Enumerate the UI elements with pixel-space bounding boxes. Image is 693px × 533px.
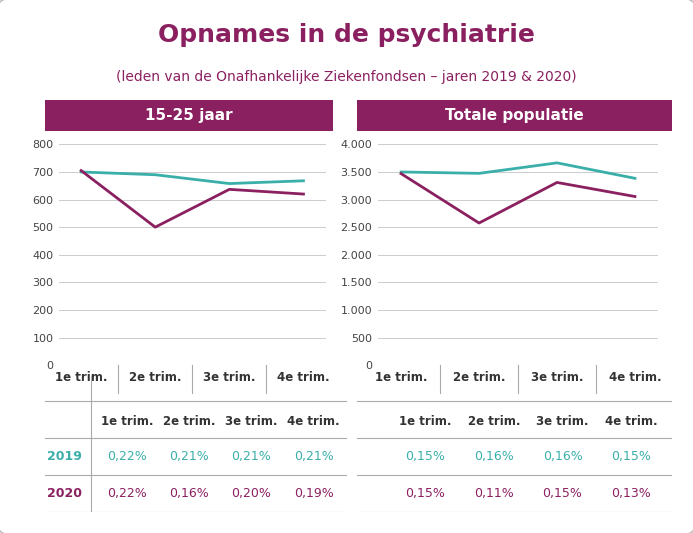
Text: 0,22%: 0,22%: [107, 450, 147, 463]
Text: 1e trim.: 1e trim.: [100, 415, 153, 427]
Text: 4e trim.: 4e trim.: [288, 415, 340, 427]
Text: 2e trim.: 2e trim.: [163, 415, 216, 427]
Text: 3e trim.: 3e trim.: [225, 415, 278, 427]
Text: Totale populatie: Totale populatie: [445, 108, 584, 123]
Text: 0,21%: 0,21%: [169, 450, 209, 463]
Text: 4e trim.: 4e trim.: [605, 415, 658, 427]
Text: 0,19%: 0,19%: [294, 487, 333, 500]
Text: 2e trim.: 2e trim.: [468, 415, 520, 427]
Text: 0,11%: 0,11%: [474, 487, 514, 500]
Text: 1e trim.: 1e trim.: [399, 415, 452, 427]
Text: 0,15%: 0,15%: [405, 487, 446, 500]
Text: Opnames in de psychiatrie: Opnames in de psychiatrie: [158, 22, 535, 46]
Text: 0,20%: 0,20%: [231, 487, 272, 500]
Text: 3e trim.: 3e trim.: [536, 415, 589, 427]
Text: 0,15%: 0,15%: [611, 450, 651, 463]
Text: 0,16%: 0,16%: [474, 450, 514, 463]
Text: 0,22%: 0,22%: [107, 487, 147, 500]
Text: 0,15%: 0,15%: [543, 487, 583, 500]
Text: (leden van de Onafhankelijke Ziekenfondsen – jaren 2019 & 2020): (leden van de Onafhankelijke Ziekenfonds…: [116, 70, 577, 84]
Text: 0,16%: 0,16%: [169, 487, 209, 500]
Text: 0,21%: 0,21%: [231, 450, 272, 463]
Text: 0,16%: 0,16%: [543, 450, 582, 463]
Text: 15-25 jaar: 15-25 jaar: [145, 108, 233, 123]
Text: 2019: 2019: [47, 450, 82, 463]
FancyBboxPatch shape: [357, 100, 672, 131]
Text: 2020: 2020: [47, 487, 82, 500]
Text: 0,13%: 0,13%: [611, 487, 651, 500]
Text: 0,21%: 0,21%: [294, 450, 333, 463]
Text: 0,15%: 0,15%: [405, 450, 446, 463]
FancyBboxPatch shape: [45, 100, 333, 131]
